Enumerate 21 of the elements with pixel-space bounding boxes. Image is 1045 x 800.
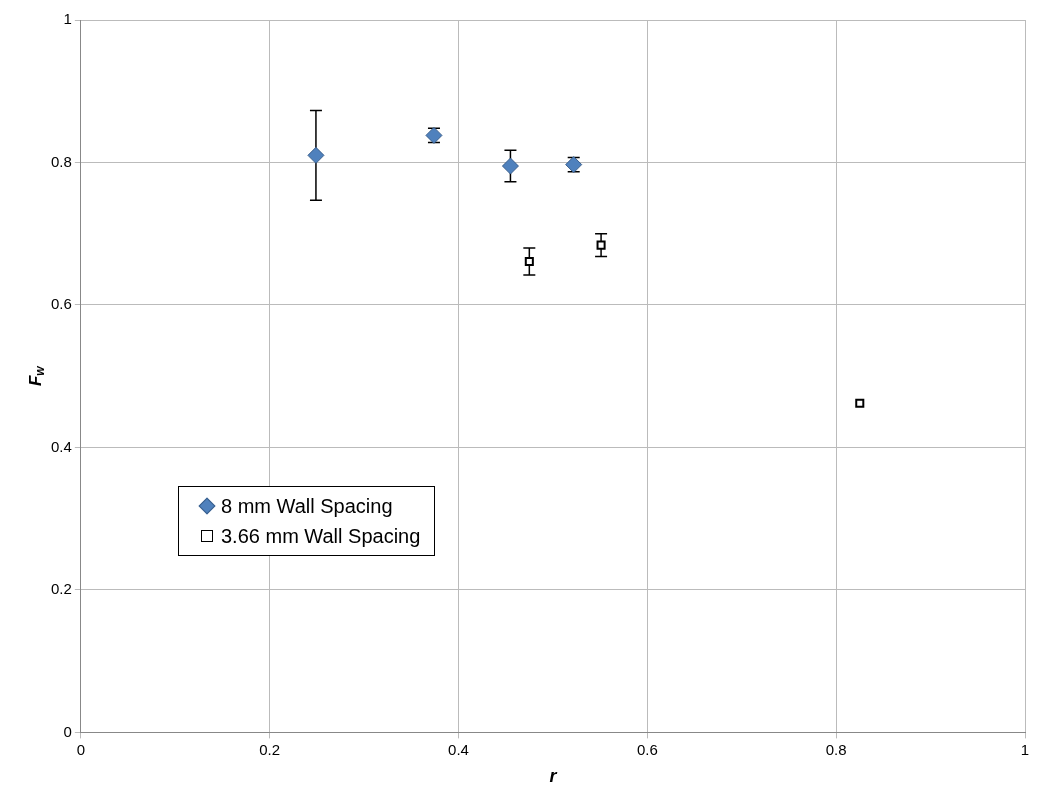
y-tick-label: 0.4 xyxy=(50,437,72,455)
y-tick-label: 0 xyxy=(63,722,72,740)
x-tick-label: 0 xyxy=(76,740,86,758)
point xyxy=(524,256,534,267)
point xyxy=(307,146,325,164)
y-axis-title: Fw xyxy=(25,365,48,387)
x-tick-label: 0.2 xyxy=(259,740,281,758)
y-tick-label: 1 xyxy=(63,10,72,28)
y-tick-label: 0.2 xyxy=(50,580,72,598)
point xyxy=(501,157,519,175)
x-tick-label: 0.8 xyxy=(825,740,847,758)
x-tick-label: 1 xyxy=(1020,740,1030,758)
x-tick-label: 0.6 xyxy=(636,740,658,758)
legend-label: 8 mm Wall Spacing xyxy=(221,494,393,519)
legend-label: 3.66 mm Wall Spacing xyxy=(221,524,421,549)
x-tick-label: 0.4 xyxy=(448,740,469,758)
x-axis-title: r xyxy=(549,766,558,787)
y-tick-label: 0.6 xyxy=(50,295,72,313)
y-tick-label: 0.8 xyxy=(50,152,72,170)
point xyxy=(855,398,865,408)
point xyxy=(596,240,606,250)
